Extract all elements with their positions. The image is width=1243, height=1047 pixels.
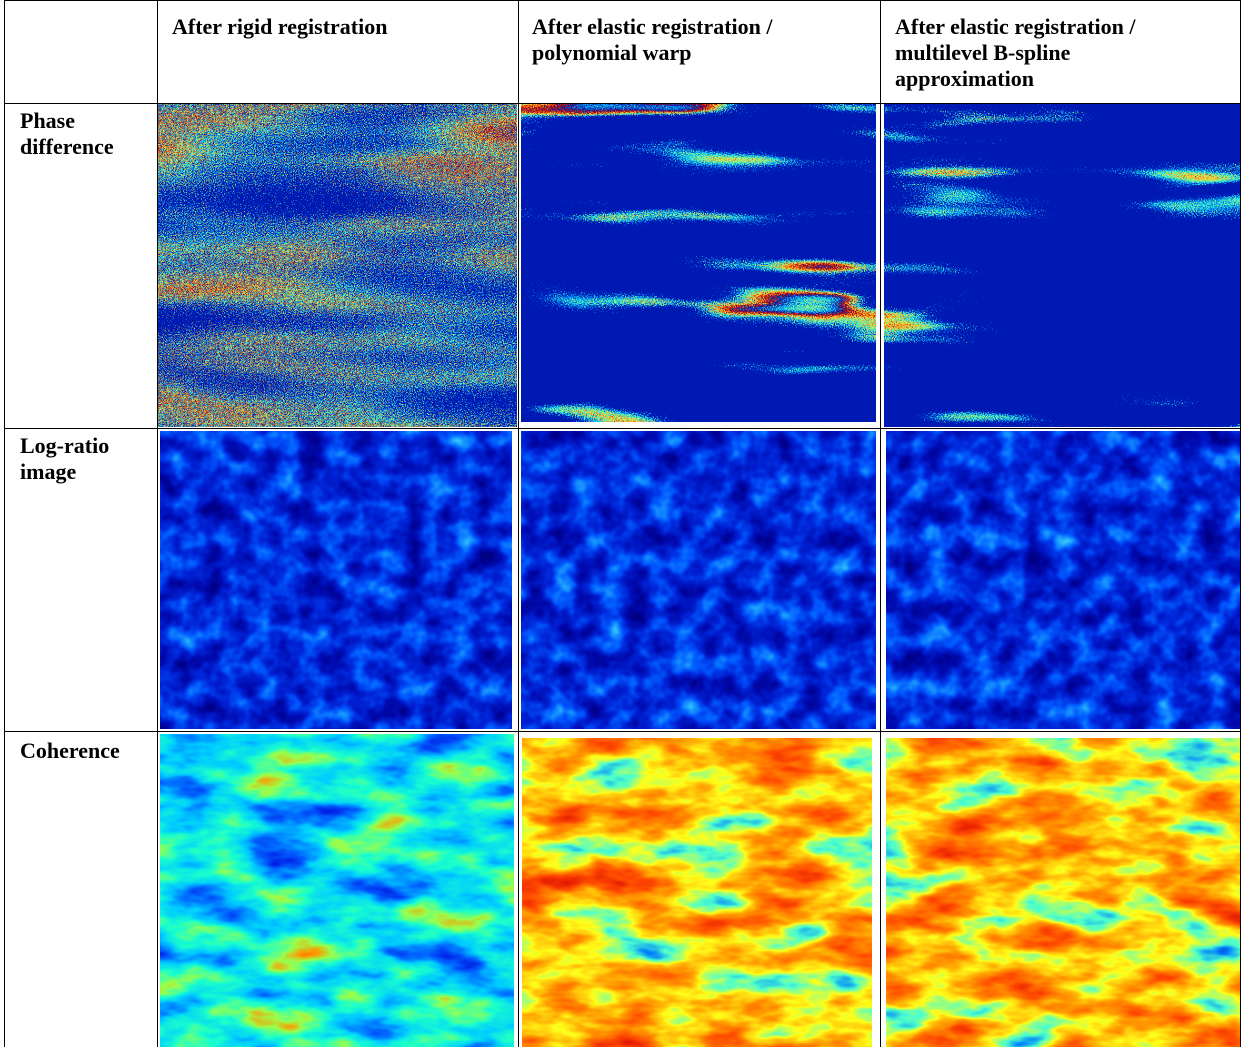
coherence-image	[522, 738, 872, 1047]
row-header: Phase difference	[20, 108, 114, 159]
phase-image	[158, 104, 517, 427]
column-header: After elastic registration / polynomial …	[532, 14, 773, 65]
log-ratio-image	[160, 431, 512, 729]
phase-image	[884, 104, 1240, 427]
row-header: Log-ratio image	[20, 433, 110, 484]
log-ratio-image	[521, 431, 876, 729]
table-borders	[4, 0, 1241, 1047]
log-ratio-image	[886, 431, 1240, 729]
column-header: After rigid registration	[172, 14, 388, 39]
column-header: After elastic registration / multilevel …	[895, 14, 1136, 91]
row-header: Coherence	[20, 738, 120, 763]
phase-image	[521, 104, 876, 422]
coherence-image	[160, 734, 514, 1047]
coherence-image	[886, 738, 1240, 1047]
